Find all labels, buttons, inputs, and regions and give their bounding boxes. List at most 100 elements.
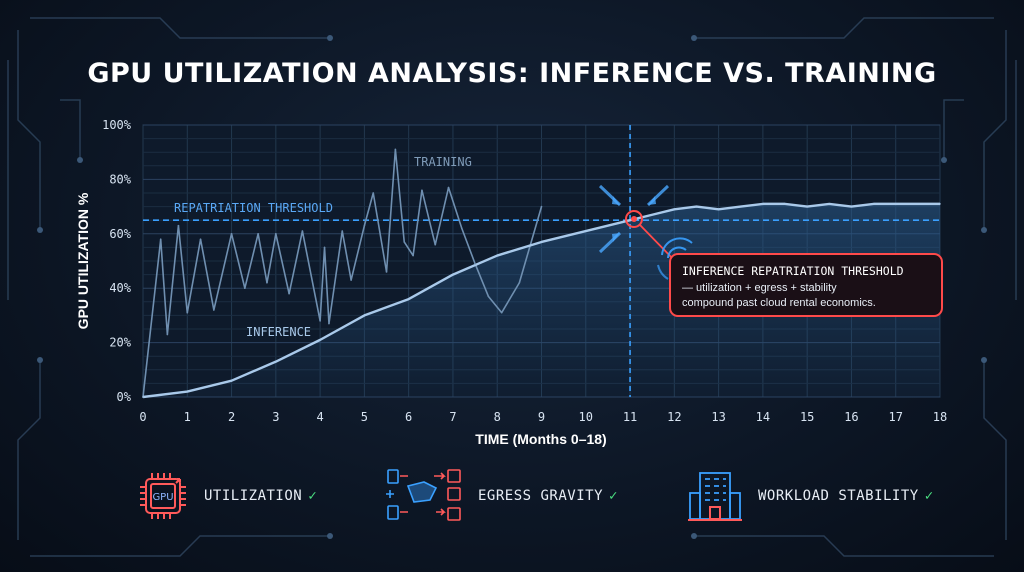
data-point-training [434,243,437,246]
x-tick-label: 9 [538,410,545,424]
data-point-inference [673,208,676,211]
feature-row: GPU UTILIZATION ✓ EGRESS GRAVITY ✓ [0,460,1024,540]
annotation-line-1: — utilization + egress + stability [682,282,837,294]
data-point-inference [762,203,764,205]
data-point-training [159,238,162,241]
data-point-training [257,233,259,235]
data-point-inference [540,241,543,243]
data-point-inference [230,379,233,382]
x-tick-label: 11 [623,410,637,424]
x-tick-label: 5 [361,410,368,424]
series-label-training: TRAINING [414,155,472,169]
annotation-box: INFERENCE REPATRIATION THRESHOLD — utili… [669,253,943,317]
page-title: GPU UTILIZATION ANALYSIS: INFERENCE VS. … [87,58,937,89]
data-point-training [275,233,277,235]
feature-label-egress-gravity: EGRESS GRAVITY ✓ [478,488,618,504]
data-point-inference [363,314,366,317]
feature-egress-gravity: EGRESS GRAVITY ✓ [384,460,618,532]
annotation-title: INFERENCE REPATRIATION THRESHOLD [682,264,904,278]
data-point-training [323,246,326,249]
data-point-training [403,241,406,243]
data-point-training [244,287,246,290]
series-label-inference: INFERENCE [246,325,311,339]
data-point-inference [850,205,853,208]
annotation-line-2: compound past cloud rental economics. [682,297,876,309]
data-point-training [363,224,366,227]
data-point-training [518,281,521,284]
data-point-inference [319,339,321,341]
data-point-training [487,295,490,298]
data-point-inference [739,205,742,208]
svg-text:GPU: GPU [152,492,173,503]
x-tick-label: 6 [405,410,412,424]
data-point-training [350,279,352,281]
x-tick-label: 7 [449,410,456,424]
target-icon [657,237,693,280]
data-flow-icon [386,469,461,521]
x-tick-label: 18 [933,410,947,424]
gpu-chip-icon: GPU [140,473,186,519]
data-point-inference [939,203,941,205]
data-point-inference [917,203,919,205]
data-point-inference [651,213,653,216]
data-point-training [372,192,375,194]
data-point-inference [407,298,410,300]
data-point-training [385,271,388,273]
data-point-inference [629,219,631,221]
inference-area [143,203,940,397]
series-line-training [142,148,543,398]
x-tick-label: 3 [272,410,279,424]
y-tick-label: 20% [109,336,131,350]
y-tick-label: 0% [117,390,132,404]
series-line-inference [142,202,940,399]
check-icon: ✓ [308,488,318,504]
x-tick-label: 4 [316,410,323,424]
feature-workload-stability: WORKLOAD STABILITY ✓ [686,460,934,532]
data-point-inference [806,205,808,208]
x-tick-label: 15 [800,410,814,424]
data-point-training [474,262,476,265]
data-point-training [461,227,463,230]
data-point-training [540,205,543,208]
building-icon [688,472,742,521]
data-point-training [394,148,397,151]
x-tick-label: 12 [667,410,681,424]
data-point-training [213,309,215,311]
data-point-inference [452,273,454,276]
data-point-inference [872,203,875,205]
data-point-inference [894,203,897,205]
data-point-training [301,230,304,232]
data-point-inference [695,205,698,208]
x-tick-label: 16 [844,410,858,424]
data-point-training [319,320,321,322]
data-point-inference [275,360,277,363]
threshold-label: REPATRIATION THRESHOLD [174,201,333,215]
x-axis-label: TIME (Months 0–18) [475,431,606,447]
check-icon: ✓ [924,488,934,504]
x-tick-label: 13 [711,410,725,424]
data-point-inference [584,230,587,232]
data-point-inference [496,254,499,257]
crossover-marker [598,184,677,263]
data-point-training [177,224,180,227]
x-tick-label: 0 [139,410,146,424]
y-tick-label: 60% [109,227,131,241]
x-tick-label: 1 [184,410,191,424]
data-point-training [230,233,233,235]
data-point-inference [142,396,144,398]
data-point-training [166,333,169,336]
data-point-training [421,189,423,192]
data-point-training [412,254,414,257]
x-tick-label: 10 [579,410,593,424]
data-point-training [186,311,189,314]
y-axis-label: GPU UTILIZATION % [75,192,91,329]
x-tick-label: 2 [228,410,235,424]
feature-label-utilization: UTILIZATION ✓ [204,488,318,504]
data-point-inference [717,208,720,211]
y-tick-label: 80% [109,172,131,186]
data-point-training [500,311,503,314]
data-point-training [199,238,202,241]
feature-utilization: GPU UTILIZATION ✓ [136,460,317,532]
